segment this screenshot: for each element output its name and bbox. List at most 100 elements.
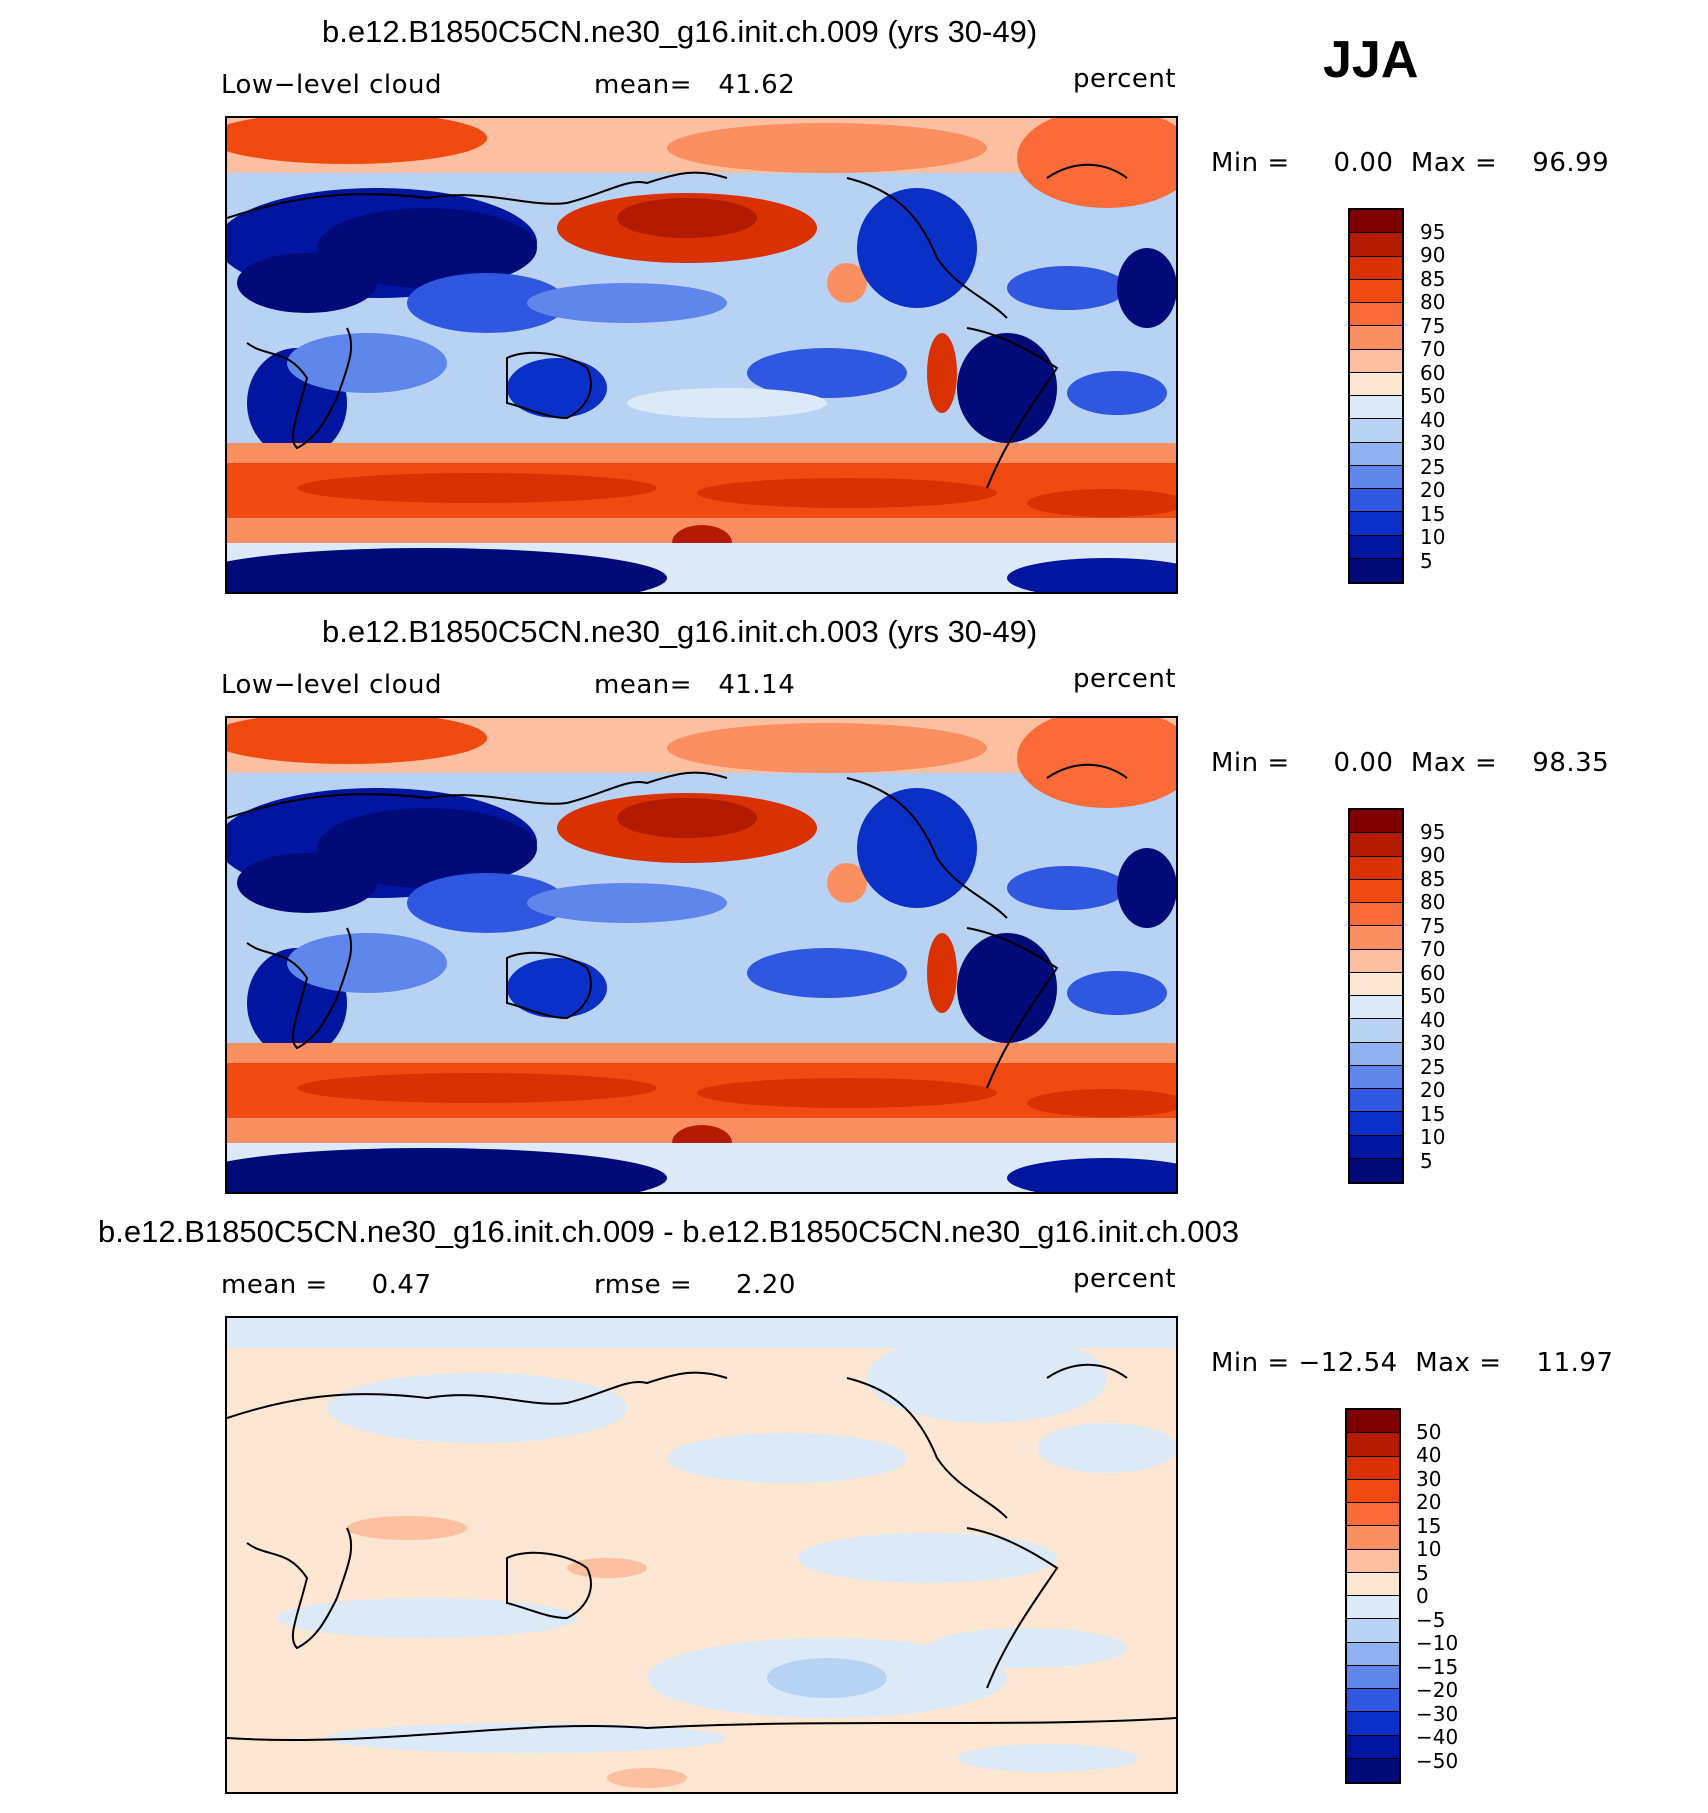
colorbar-swatch	[1347, 1665, 1399, 1689]
colorbar-tick-label: 40	[1416, 1443, 1442, 1467]
colorbar-swatch	[1350, 1019, 1402, 1043]
colorbar-tick-label: 30	[1420, 1031, 1446, 1055]
panel-2-map	[225, 716, 1178, 1194]
panel-3-map	[225, 1316, 1178, 1794]
colorbar-tick-label: 25	[1420, 454, 1446, 479]
colorbar-tick-label: 60	[1420, 960, 1446, 985]
colorbar-tick-label: 15	[1420, 501, 1446, 526]
colorbar-tick-label: 30	[1416, 1466, 1442, 1491]
colorbar-tick-label: −30	[1416, 1701, 1459, 1726]
colorbar-tick-label: 20	[1416, 1490, 1442, 1514]
panel-2-center-label: mean= 41.14	[594, 670, 796, 700]
colorbar-swatch	[1350, 419, 1402, 443]
season-label: JJA	[1323, 31, 1419, 89]
colorbar-swatch	[1350, 256, 1402, 280]
colorbar-swatch	[1350, 949, 1402, 973]
colorbar-swatch	[1347, 1410, 1399, 1434]
panel-3-units-label: percent	[1073, 1264, 1177, 1294]
colorbar-swatch	[1347, 1503, 1399, 1527]
colorbar-tick-label: 0	[1416, 1584, 1429, 1608]
panel-2-colorbar-labels: 95 90 85 80 75 70 60 50 40 30 25 20 15 10 5	[1420, 808, 1480, 1184]
colorbar-tick-label: 70	[1420, 937, 1446, 961]
colorbar-swatch	[1350, 926, 1402, 950]
panel-1-title: b.e12.B1850C5CN.ne30_g16.init.ch.009 (yr…	[322, 14, 1038, 49]
colorbar-swatch	[1347, 1735, 1399, 1759]
colorbar-tick-label: 50	[1420, 384, 1446, 408]
panel-2-left-label: Low−level cloud	[221, 670, 442, 700]
colorbar-tick-label: 10	[1420, 1125, 1446, 1149]
colorbar-swatch	[1350, 372, 1402, 396]
colorbar-tick-label: 30	[1420, 431, 1446, 455]
colorbar-swatch	[1350, 396, 1402, 420]
colorbar-swatch	[1350, 233, 1402, 257]
colorbar-swatch	[1347, 1712, 1399, 1736]
panel-1-units-label: percent	[1073, 64, 1177, 94]
colorbar-tick-label: 50	[1416, 1419, 1442, 1444]
colorbar-tick-label: −15	[1416, 1654, 1459, 1679]
colorbar-swatch	[1350, 972, 1402, 996]
colorbar-tick-label: 20	[1420, 478, 1446, 502]
colorbar-tick-label: 95	[1420, 219, 1446, 244]
colorbar-tick-label: −40	[1416, 1725, 1459, 1749]
panel-1-left-label: Low−level cloud	[221, 70, 442, 100]
colorbar-tick-label: 75	[1420, 313, 1446, 338]
colorbar-swatch	[1350, 442, 1402, 466]
panel-3-center-label: rmse = 2.20	[594, 1270, 796, 1300]
colorbar-tick-label: 20	[1420, 1078, 1446, 1102]
panel-1-center-label: mean= 41.62	[594, 70, 796, 100]
panel-2-title: b.e12.B1850C5CN.ne30_g16.init.ch.003 (yr…	[322, 614, 1038, 649]
colorbar-swatch	[1350, 535, 1402, 559]
colorbar-swatch	[1350, 833, 1402, 857]
colorbar-tick-label: 60	[1420, 360, 1446, 385]
panel-2-map-svg	[227, 718, 1176, 1192]
colorbar-tick-label: −20	[1416, 1678, 1459, 1702]
colorbar-swatch	[1350, 489, 1402, 513]
panel-3-colorbar	[1345, 1408, 1401, 1784]
colorbar-swatch	[1350, 1089, 1402, 1113]
colorbar-swatch	[1347, 1596, 1399, 1620]
colorbar-swatch	[1350, 465, 1402, 489]
colorbar-swatch	[1347, 1526, 1399, 1550]
colorbar-tick-label: −50	[1416, 1748, 1459, 1773]
colorbar-tick-label: 80	[1420, 890, 1446, 914]
colorbar-swatch	[1347, 1572, 1399, 1596]
colorbar-tick-label: −5	[1416, 1607, 1446, 1632]
colorbar-tick-label: 50	[1420, 984, 1446, 1008]
colorbar-tick-label: 85	[1420, 266, 1446, 291]
colorbar-swatch	[1350, 879, 1402, 903]
panel-2-units-label: percent	[1073, 664, 1177, 694]
panel-1-map	[225, 116, 1178, 594]
colorbar-tick-label: 80	[1420, 290, 1446, 314]
panel-1-map-svg	[227, 118, 1176, 592]
panel-2-minmax: Min = 0.00 Max = 98.35	[1211, 748, 1610, 778]
colorbar-tick-label: 15	[1416, 1513, 1442, 1538]
colorbar-swatch	[1350, 558, 1402, 582]
colorbar-swatch	[1350, 303, 1402, 327]
colorbar-tick-label: 5	[1420, 1148, 1433, 1173]
colorbar-swatch	[1347, 1549, 1399, 1573]
colorbar-tick-label: 40	[1420, 1007, 1446, 1032]
panel-1-colorbar	[1348, 208, 1404, 584]
colorbar-swatch	[1347, 1642, 1399, 1666]
colorbar-swatch	[1350, 326, 1402, 350]
panel-1-minmax: Min = 0.00 Max = 96.99	[1211, 148, 1610, 178]
colorbar-swatch	[1350, 856, 1402, 880]
panel-3-minmax: Min = −12.54 Max = 11.97	[1211, 1348, 1614, 1378]
colorbar-swatch	[1350, 349, 1402, 373]
colorbar-tick-label: −10	[1416, 1631, 1459, 1655]
colorbar-swatch	[1350, 512, 1402, 536]
colorbar-tick-label: 90	[1420, 243, 1446, 267]
colorbar-tick-label: 75	[1420, 913, 1446, 938]
colorbar-swatch	[1350, 1158, 1402, 1182]
colorbar-tick-label: 5	[1416, 1560, 1429, 1585]
colorbar-tick-label: 40	[1420, 407, 1446, 432]
panel-3-left-label: mean = 0.47	[221, 1270, 432, 1300]
colorbar-tick-label: 5	[1420, 548, 1433, 573]
colorbar-swatch	[1347, 1758, 1399, 1782]
colorbar-swatch	[1350, 996, 1402, 1020]
colorbar-swatch	[1347, 1689, 1399, 1713]
colorbar-tick-label: 70	[1420, 337, 1446, 361]
colorbar-swatch	[1350, 1042, 1402, 1066]
colorbar-swatch	[1350, 279, 1402, 303]
colorbar-tick-label: 10	[1420, 525, 1446, 549]
